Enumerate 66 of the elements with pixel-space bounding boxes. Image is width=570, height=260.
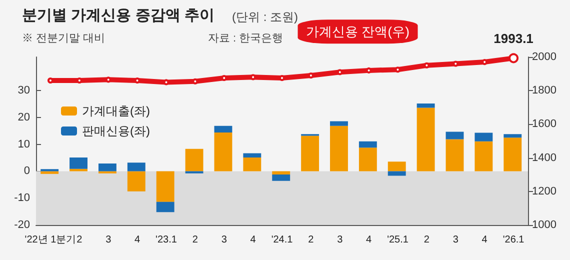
x-tick-label: 3 — [221, 234, 228, 246]
legend-label: 판매신용(좌) — [82, 124, 150, 138]
y-tick-label: 0 — [24, 165, 30, 178]
x-tick-label: '25.1 — [387, 234, 409, 246]
y2-tick-label: 1400 — [532, 152, 556, 164]
x-tick-label: 2 — [76, 234, 83, 246]
bar — [474, 141, 493, 172]
y2-tick-label: 1200 — [532, 185, 556, 198]
bar — [446, 139, 464, 172]
bar — [358, 148, 377, 172]
legend-label: 가계대출(좌) — [82, 104, 150, 118]
bar — [272, 174, 290, 181]
bar — [388, 162, 406, 172]
x-tick-label: '26.1 — [502, 234, 525, 246]
y-tick-label: -20 — [14, 219, 30, 231]
bar — [70, 158, 88, 169]
bar — [416, 104, 435, 108]
x-tick-label: '24.1 — [271, 234, 294, 246]
bar — [504, 134, 522, 138]
text: ※ 전분기말 대비 — [22, 32, 106, 44]
bar — [358, 141, 377, 148]
text: 가계신용 잔액(우) — [306, 24, 410, 40]
bar — [388, 171, 406, 176]
y2-tick-label: 2000 — [532, 51, 556, 63]
bar — [446, 132, 464, 140]
x-tick-label: 2 — [424, 234, 430, 246]
y-tick-label: -10 — [14, 192, 30, 204]
y2-tick-label: 1000 — [532, 219, 556, 231]
bar — [243, 153, 262, 158]
y-tick-label: 30 — [18, 84, 30, 97]
y2-tick-label: 1600 — [532, 118, 556, 130]
bar — [214, 132, 232, 172]
bar — [330, 121, 348, 126]
bar — [416, 108, 435, 172]
bar — [214, 126, 232, 133]
bar — [474, 132, 493, 142]
bar — [243, 158, 262, 172]
x-tick-label: 2 — [308, 234, 314, 246]
x-tick-label: 4 — [250, 234, 256, 246]
y2-tick-label: 1800 — [532, 84, 556, 97]
bar — [330, 126, 348, 172]
bar — [127, 171, 146, 192]
text: 자료 : 한국은행 — [208, 32, 284, 44]
y-tick-label: 10 — [18, 138, 30, 150]
bar — [98, 163, 116, 172]
bar — [40, 171, 59, 174]
x-tick-label: 4 — [366, 234, 372, 246]
x-tick-label: 3 — [106, 234, 112, 246]
x-tick-label: 4 — [482, 234, 488, 246]
bar — [156, 171, 174, 202]
data-label: 1993.1 — [494, 31, 534, 46]
bar — [504, 138, 522, 172]
bar — [127, 162, 146, 172]
x-tick-label: '23.1 — [156, 234, 178, 246]
y-tick-label: 20 — [18, 111, 30, 124]
chart-subtitle: (단위 : 조원) — [232, 10, 298, 24]
x-tick-label: '22년 1분기 — [24, 234, 76, 246]
bar — [185, 148, 204, 172]
x-tick-label: 4 — [134, 234, 141, 246]
x-tick-label: 2 — [192, 234, 198, 246]
bar — [301, 136, 320, 172]
chart-title: 분기별 가계신용 증감액 추이 — [22, 7, 215, 24]
bar — [156, 202, 174, 212]
x-tick-label: 3 — [452, 234, 459, 246]
bar — [272, 171, 290, 174]
x-tick-label: 3 — [337, 234, 344, 246]
